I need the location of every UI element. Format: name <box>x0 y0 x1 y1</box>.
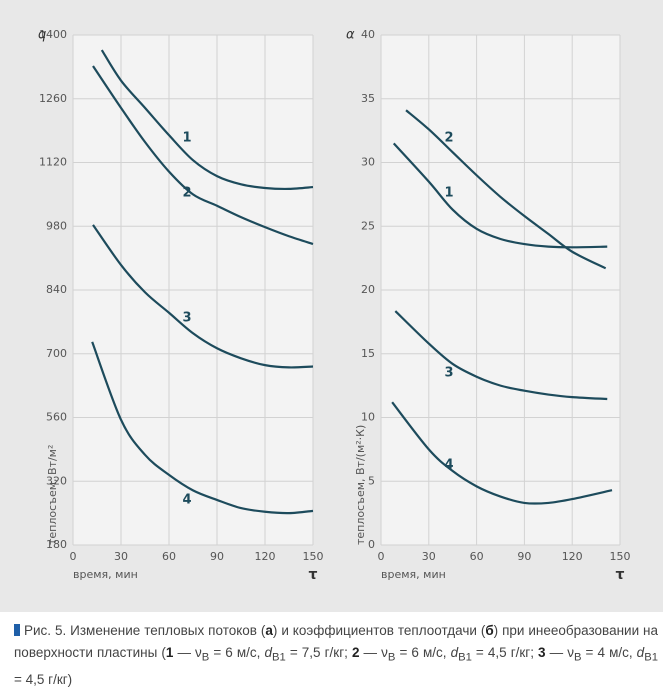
caption-text: — ν <box>545 645 574 660</box>
y-tick-label: 560 <box>46 411 67 424</box>
y-tick-label: 180 <box>46 538 67 551</box>
curve <box>391 401 613 505</box>
x-tick-label: 90 <box>517 550 531 563</box>
caption-text: В1 <box>644 651 658 664</box>
curve <box>405 109 607 270</box>
curve-label: 2 <box>182 186 191 201</box>
x-tick-label: 30 <box>422 550 436 563</box>
x-tick-label: 120 <box>255 550 276 563</box>
y-symbol: q <box>38 28 46 43</box>
caption-text: В <box>573 651 582 664</box>
caption-text: В <box>387 651 396 664</box>
curve-label: 3 <box>444 366 453 381</box>
caption-text: = 6 м/с, <box>209 645 265 660</box>
curve-label: 1 <box>182 131 191 146</box>
caption-text: б <box>485 623 494 638</box>
y-tick-label: 980 <box>46 219 67 232</box>
curve-label: 4 <box>182 493 191 508</box>
curve-label: 3 <box>182 311 191 326</box>
x-tick-label: 0 <box>378 550 385 563</box>
x-axis-label: время, мин <box>381 568 446 581</box>
caption-text: а <box>265 623 273 638</box>
y-tick-label: 35 <box>361 92 375 105</box>
caption-text: d <box>450 645 459 660</box>
y-tick-label: 700 <box>46 347 67 360</box>
y-axis-label: теплосъем, Вт/(м²·К) <box>354 425 367 545</box>
curve-label: 1 <box>444 186 453 201</box>
caption-text: = 4 м/с, <box>581 645 637 660</box>
caption-text: d <box>264 645 272 660</box>
curve <box>100 49 314 191</box>
caption-text: = 4,5 г/кг) <box>14 671 73 687</box>
y-axis-label: теплосъем, Вт/м² <box>46 445 59 545</box>
caption-text: 2 <box>351 645 360 660</box>
y-symbol: α <box>346 28 355 43</box>
x-tick-label: 30 <box>114 550 128 563</box>
curve <box>92 65 314 246</box>
y-tick-label: 840 <box>46 283 67 296</box>
y-tick-label: 5 <box>368 474 375 487</box>
caption-text: Рис. 5. Изменение тепловых потоков ( <box>24 623 266 638</box>
y-tick-label: 25 <box>361 219 375 232</box>
curve-label: 2 <box>444 131 453 146</box>
x-tick-label: 0 <box>70 550 77 563</box>
y-tick-label: 0 <box>368 538 375 551</box>
x-tick-label: 150 <box>303 550 324 563</box>
bullet <box>14 624 20 636</box>
caption-text: 1 <box>165 645 174 660</box>
caption-text: d <box>636 645 645 660</box>
x-tick-label: 60 <box>162 550 176 563</box>
x-tick-label: 60 <box>470 550 484 563</box>
y-tick-label: 1260 <box>39 92 67 105</box>
x-symbol: τ <box>309 567 318 583</box>
x-tick-label: 120 <box>562 550 583 563</box>
curve-label: 4 <box>444 458 453 473</box>
y-tick-label: 15 <box>361 347 375 360</box>
caption-text: — ν <box>173 645 202 660</box>
caption: Рис. 5. Изменение тепловых потоков (а) и… <box>14 620 658 691</box>
curve <box>92 224 314 369</box>
y-tick-label: 1120 <box>39 156 67 169</box>
y-tick-label: 30 <box>361 156 375 169</box>
caption-text: В <box>201 651 210 664</box>
caption-text: = 6 м/с, <box>395 645 451 660</box>
x-tick-label: 90 <box>210 550 224 563</box>
caption-text: ) и коэффициентов теплоотдачи ( <box>272 623 486 638</box>
y-tick-label: 1400 <box>39 28 67 41</box>
caption-text: = 7,5 г/кг; <box>285 645 352 660</box>
caption-text: — ν <box>359 645 388 660</box>
caption-text: = 4,5 г/кг; <box>471 645 539 660</box>
caption-text: В1 <box>272 651 286 664</box>
y-tick-label: 40 <box>361 28 375 41</box>
caption-text: 3 <box>538 645 546 660</box>
y-tick-label: 10 <box>361 411 375 424</box>
x-tick-label: 150 <box>610 550 631 563</box>
caption-text: ) при инееобразовании на поверхности пла… <box>14 623 658 660</box>
curve <box>91 341 314 515</box>
y-tick-label: 320 <box>46 474 67 487</box>
curve <box>394 310 608 401</box>
x-axis-label: время, мин <box>73 568 138 581</box>
x-symbol: τ <box>616 567 625 583</box>
caption-text: В1 <box>458 651 472 664</box>
y-tick-label: 20 <box>361 283 375 296</box>
